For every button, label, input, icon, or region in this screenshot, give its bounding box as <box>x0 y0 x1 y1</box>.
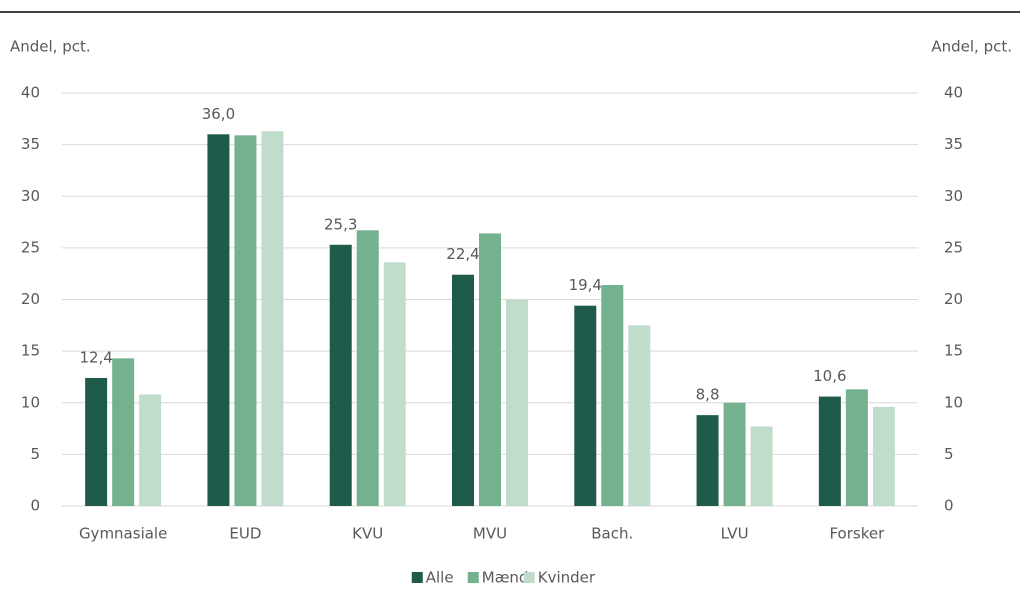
bar <box>506 299 528 506</box>
bar <box>696 415 719 506</box>
y-tick-label: 40 <box>21 84 40 102</box>
bar <box>139 394 162 506</box>
bar <box>112 358 135 506</box>
y-tick-label: 5 <box>30 445 40 463</box>
bar <box>85 377 108 506</box>
data-label: 36,0 <box>202 105 235 123</box>
y2-tick-label: 10 <box>944 393 963 411</box>
x-tick-label: Forsker <box>829 525 885 543</box>
bar <box>750 426 773 506</box>
x-tick-label: LVU <box>721 525 749 543</box>
bar <box>845 389 868 506</box>
bar <box>818 396 841 506</box>
y-axis-title: Andel, pct. <box>10 38 91 56</box>
legend-swatch <box>467 572 479 583</box>
bar <box>628 325 651 506</box>
bar <box>723 402 746 506</box>
data-label: 8,8 <box>696 386 720 404</box>
legend-swatch <box>523 572 535 583</box>
y-tick-label: 15 <box>21 342 40 360</box>
bar <box>601 285 624 506</box>
y2-tick-label: 20 <box>944 290 963 308</box>
x-tick-label: EUD <box>229 525 261 543</box>
y2-axis-title: Andel, pct. <box>931 38 1012 56</box>
y-tick-label: 20 <box>21 290 40 308</box>
x-tick-label: Bach. <box>591 525 633 543</box>
bar <box>872 406 895 506</box>
y2-tick-label: 40 <box>944 84 963 102</box>
bar <box>261 131 284 506</box>
bar <box>383 262 406 506</box>
legend-label: Kvinder <box>538 569 596 587</box>
data-label: 12,4 <box>79 348 112 366</box>
legend-label: Mænd <box>482 569 529 587</box>
bar <box>329 244 352 506</box>
bar <box>479 233 501 507</box>
y2-tick-label: 5 <box>944 445 954 463</box>
y-tick-label: 25 <box>21 238 40 256</box>
data-label: 25,3 <box>324 215 357 233</box>
data-label: 10,6 <box>813 367 846 385</box>
y-tick-label: 10 <box>21 393 40 411</box>
bar <box>574 305 597 506</box>
bar <box>234 135 257 506</box>
legend-swatch <box>411 572 423 583</box>
bar <box>356 230 379 506</box>
bar <box>452 274 474 506</box>
y-tick-label: 35 <box>21 135 40 153</box>
y-tick-label: 30 <box>21 187 40 205</box>
y2-tick-label: 0 <box>944 497 954 515</box>
y2-tick-label: 15 <box>944 342 963 360</box>
legend-label: Alle <box>426 569 454 587</box>
y2-tick-label: 25 <box>944 238 963 256</box>
bar <box>207 134 230 507</box>
data-label: 22,4 <box>446 245 479 263</box>
x-tick-label: MVU <box>473 525 507 543</box>
y-tick-label: 0 <box>30 497 40 515</box>
y2-tick-label: 30 <box>944 187 963 205</box>
x-tick-label: KVU <box>352 525 383 543</box>
x-tick-label: Gymnasiale <box>79 525 167 543</box>
data-label: 19,4 <box>569 276 602 294</box>
y2-tick-label: 35 <box>944 135 963 153</box>
